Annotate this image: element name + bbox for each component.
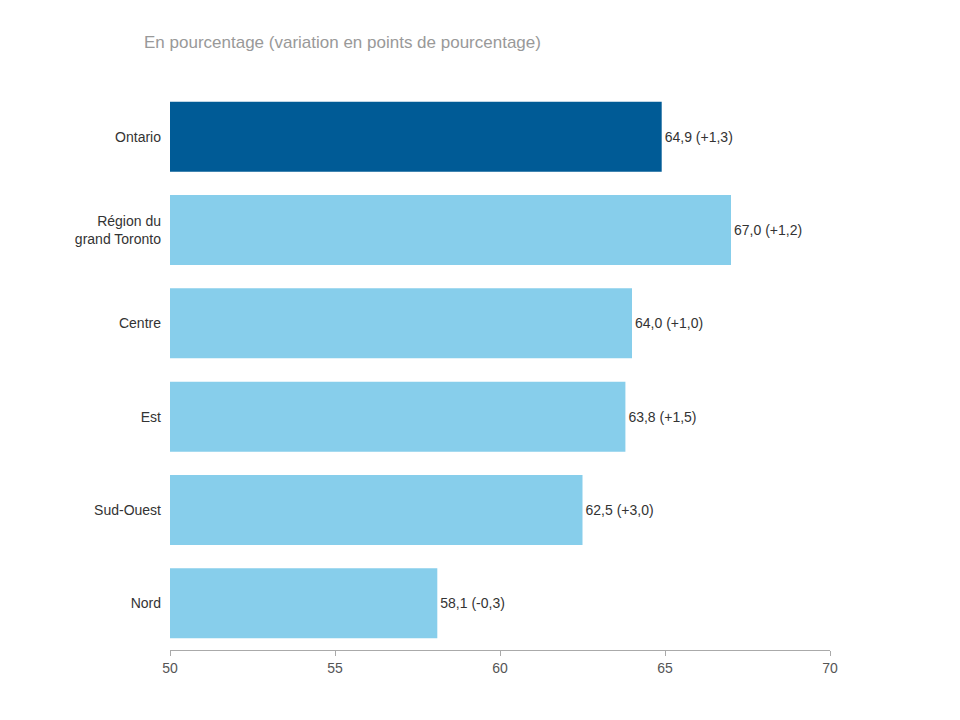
svg-text:Nord: Nord (131, 595, 161, 611)
svg-text:63,8 (+1,5): 63,8 (+1,5) (628, 409, 696, 425)
svg-text:50: 50 (162, 660, 178, 676)
svg-text:En pourcentage (variation en p: En pourcentage (variation en points de p… (144, 33, 541, 52)
svg-text:62,5 (+3,0): 62,5 (+3,0) (586, 502, 654, 518)
svg-text:Est: Est (141, 409, 161, 425)
svg-text:55: 55 (327, 660, 343, 676)
svg-text:60: 60 (492, 660, 508, 676)
svg-text:58,1 (-0,3): 58,1 (-0,3) (440, 595, 505, 611)
svg-text:64,9 (+1,3): 64,9 (+1,3) (665, 129, 733, 145)
svg-text:70: 70 (822, 660, 838, 676)
svg-text:67,0 (+1,2): 67,0 (+1,2) (734, 222, 802, 238)
svg-text:64,0 (+1,0): 64,0 (+1,0) (635, 315, 703, 331)
svg-text:65: 65 (657, 660, 673, 676)
svg-text:Centre: Centre (119, 315, 161, 331)
svg-text:Sud-Ouest: Sud-Ouest (94, 502, 161, 518)
svg-text:Région dugrand Toronto: Région dugrand Toronto (75, 213, 161, 247)
svg-text:Ontario: Ontario (115, 129, 161, 145)
